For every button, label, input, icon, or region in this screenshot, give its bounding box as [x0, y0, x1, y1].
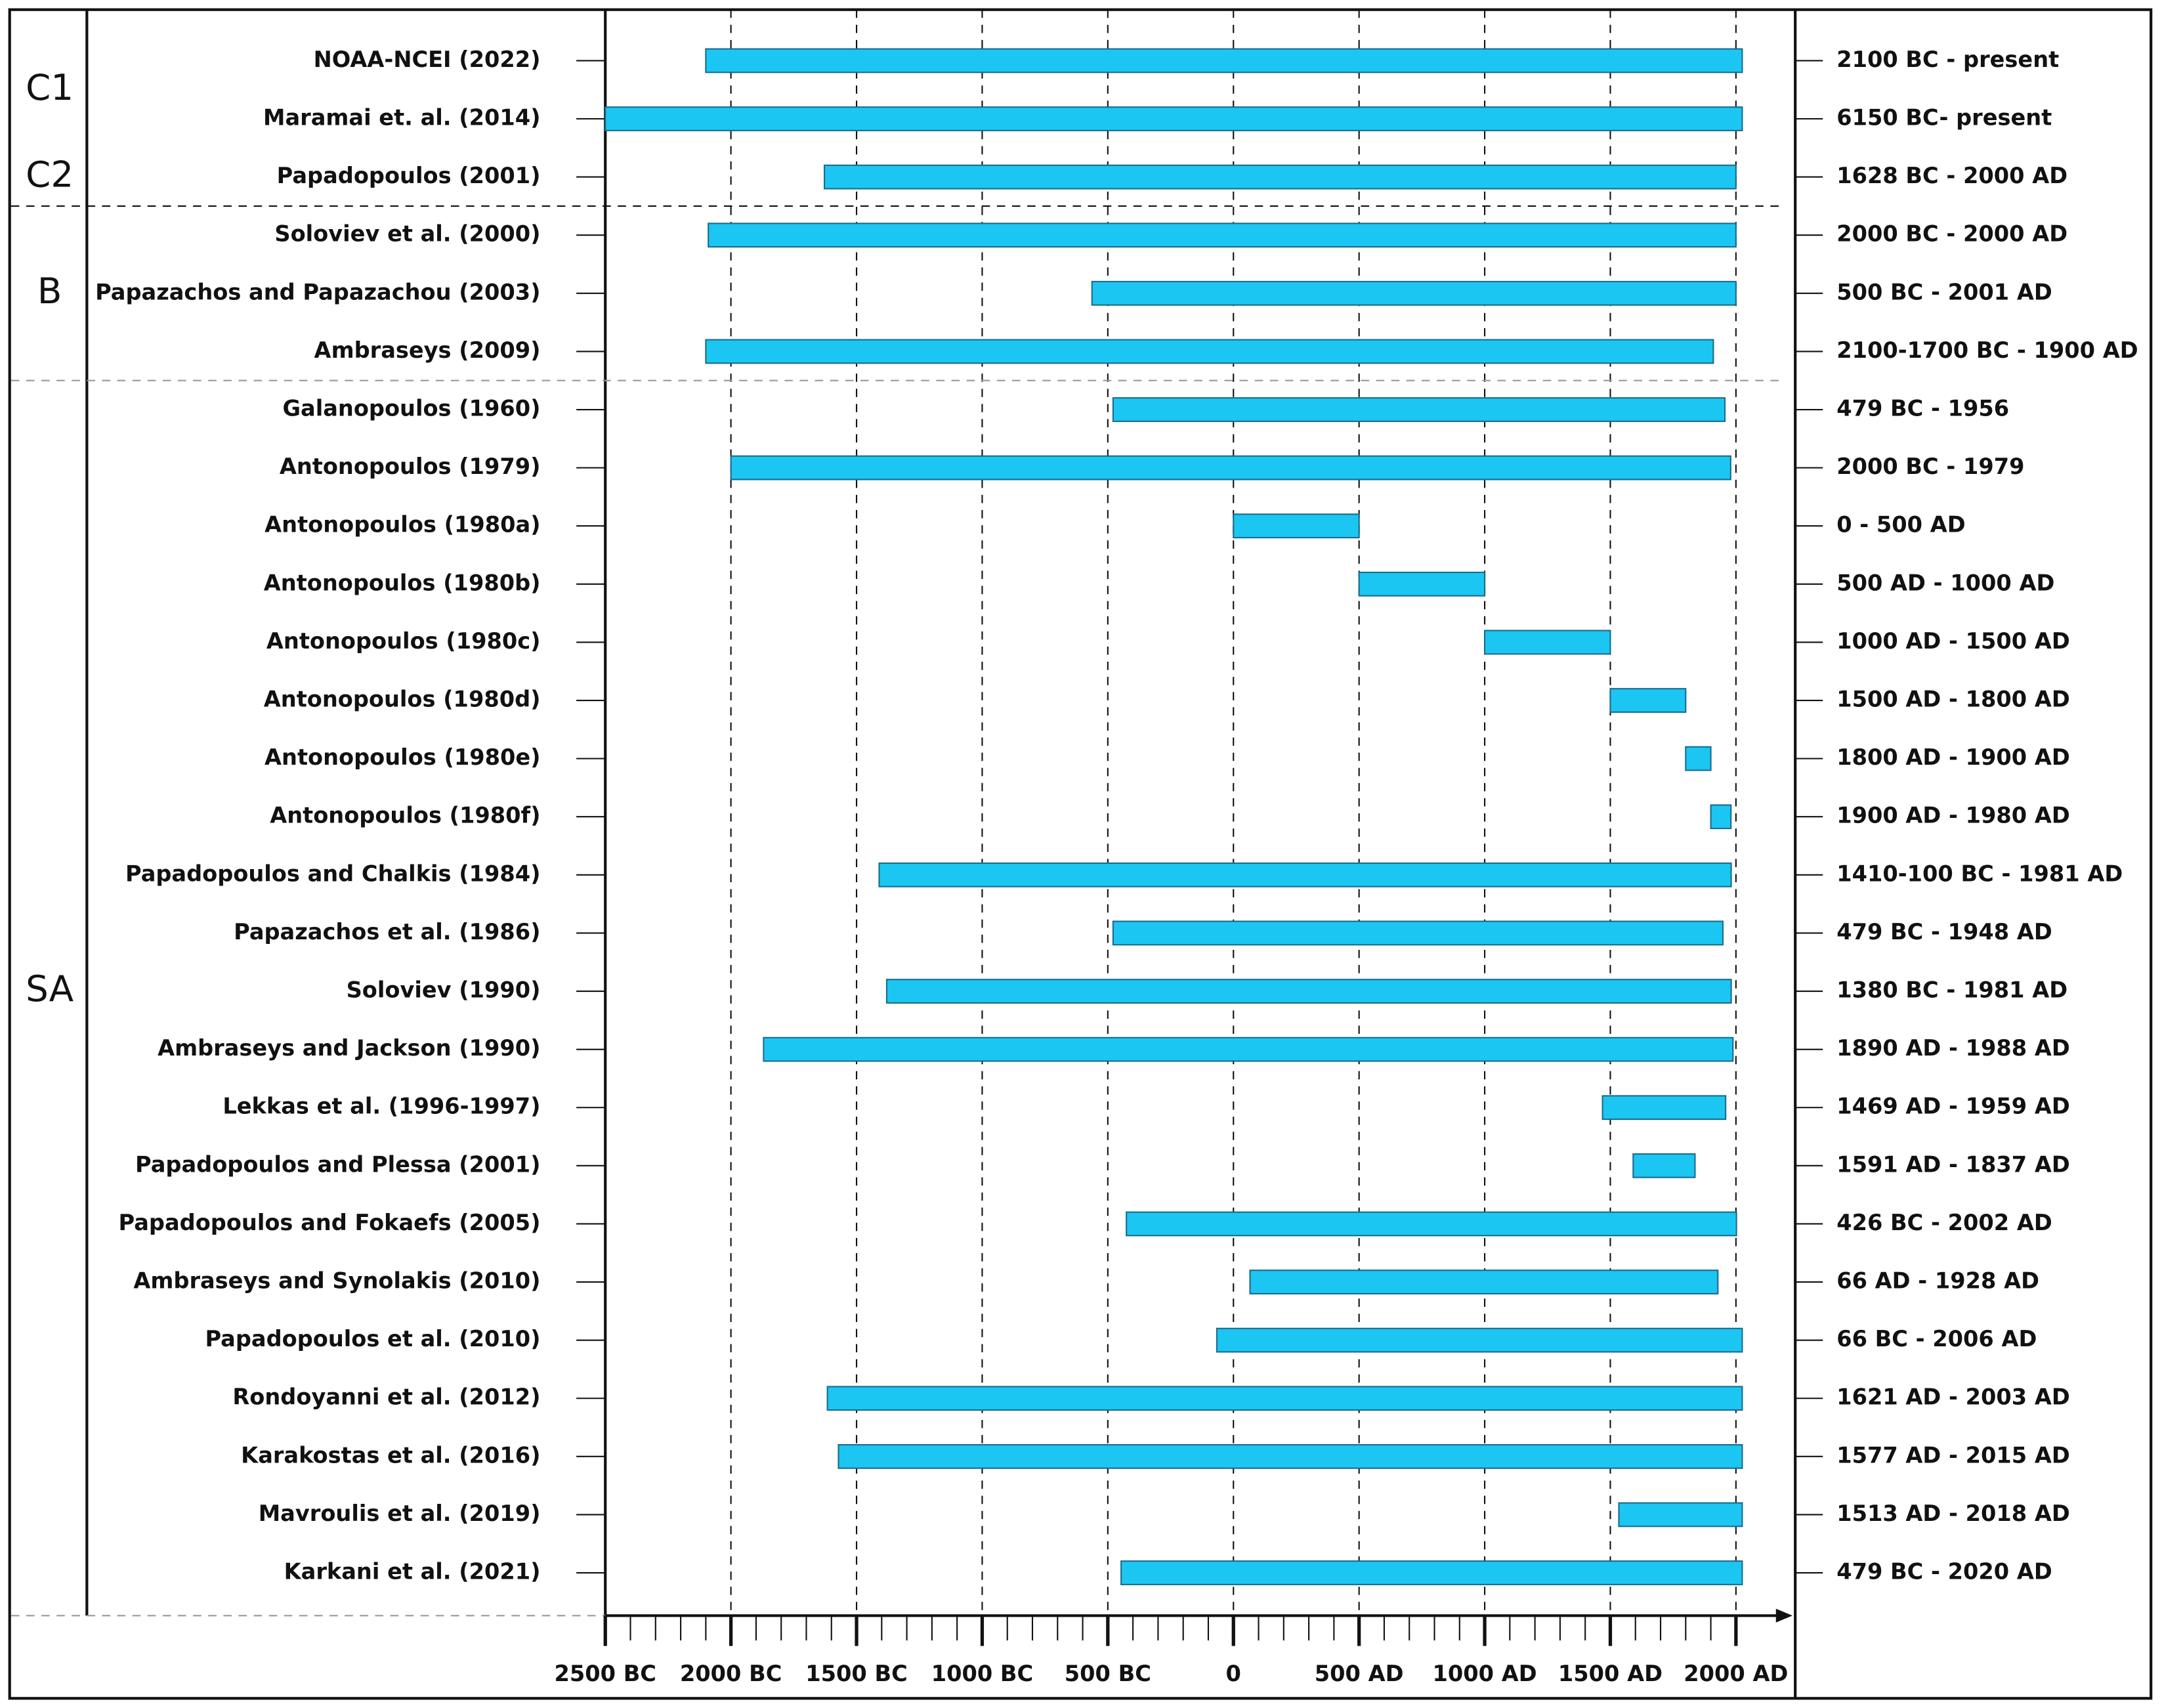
range-label: 66 BC - 2006 AD — [1836, 1326, 2037, 1352]
bar — [1112, 920, 1724, 946]
range-label: 2000 BC - 2000 AD — [1836, 221, 2067, 247]
bar — [1120, 1560, 1743, 1585]
bar — [730, 455, 1731, 480]
bar — [823, 164, 1737, 190]
bar — [1601, 1095, 1727, 1121]
row-label: Ambraseys and Synolakis (2010) — [133, 1268, 540, 1294]
x-tick-label: 500 BC — [1065, 1661, 1151, 1686]
range-label: 2000 BC - 1979 — [1836, 454, 2024, 479]
row-label: Papazachos et al. (1986) — [234, 919, 540, 945]
row-label: Antonopoulos (1980d) — [264, 687, 541, 712]
range-label: 1410-100 BC - 1981 AD — [1836, 861, 2123, 886]
row-label: Ambraseys and Jackson (1990) — [158, 1035, 540, 1061]
bar — [763, 1036, 1734, 1062]
row-label: Rondoyanni et al. (2012) — [232, 1384, 540, 1410]
row-label: Papadopoulos (2001) — [277, 163, 541, 188]
frame — [8, 8, 2153, 1700]
bar — [1233, 513, 1360, 539]
group-label: B — [37, 270, 62, 312]
row-label: Antonopoulos (1980a) — [265, 512, 540, 538]
row-label: Antonopoulos (1979) — [280, 454, 541, 479]
bar — [826, 1386, 1743, 1411]
x-tick-label: 1000 AD — [1432, 1661, 1537, 1686]
bar — [705, 48, 1743, 74]
x-tick-label: 2000 BC — [680, 1661, 782, 1686]
bar — [1249, 1270, 1719, 1294]
x-tick-label: 1500 BC — [805, 1661, 907, 1686]
range-label: 1500 AD - 1800 AD — [1836, 687, 2070, 712]
bar — [1710, 804, 1732, 830]
range-label: 479 BC - 1956 — [1836, 396, 2009, 421]
bar — [1358, 571, 1486, 597]
bar — [1091, 280, 1737, 306]
row-label: Papadopoulos and Fokaefs (2005) — [119, 1210, 541, 1235]
range-label: 500 BC - 2001 AD — [1836, 279, 2052, 305]
x-tick-label: 2000 AD — [1684, 1661, 1788, 1686]
row-label: Karkani et al. (2021) — [284, 1559, 541, 1585]
range-label: 1513 AD - 2018 AD — [1836, 1501, 2070, 1526]
x-tick-label: 0 — [1226, 1661, 1241, 1686]
bar — [1484, 630, 1611, 655]
range-label: 479 BC - 1948 AD — [1836, 919, 2052, 945]
range-label: 1591 AD - 1837 AD — [1836, 1151, 2070, 1177]
bar — [1685, 746, 1712, 771]
bar — [1609, 688, 1687, 713]
x-tick-label: 2500 BC — [554, 1661, 656, 1686]
range-label: 1621 AD - 2003 AD — [1836, 1384, 2070, 1410]
row-label: Lekkas et al. (1996-1997) — [223, 1094, 540, 1119]
row-label: Soloviev (1990) — [347, 977, 541, 1003]
bar — [705, 339, 1714, 364]
row-label: Antonopoulos (1980e) — [265, 744, 540, 770]
row-label: Maramai et. al. (2014) — [263, 105, 540, 131]
range-label: 500 AD - 1000 AD — [1836, 570, 2054, 595]
bar — [885, 979, 1732, 1004]
range-label: 1469 AD - 1959 AD — [1836, 1094, 2070, 1119]
row-label: Galanopoulos (1960) — [282, 396, 540, 421]
range-label: 479 BC - 2020 AD — [1836, 1559, 2052, 1585]
bar — [604, 106, 1743, 131]
row-label: Papadopoulos et al. (2010) — [205, 1326, 540, 1352]
row-label: Karakostas et al. (2016) — [241, 1442, 540, 1468]
row-label: Papadopoulos and Chalkis (1984) — [125, 861, 541, 886]
x-tick-label: 1500 AD — [1558, 1661, 1663, 1686]
range-label: 1800 AD - 1900 AD — [1836, 744, 2070, 770]
range-label: 1628 BC - 2000 AD — [1836, 163, 2067, 188]
row-label: Ambraseys (2009) — [314, 337, 541, 363]
bar — [1112, 397, 1726, 422]
bar — [1126, 1211, 1737, 1237]
range-label: 0 - 500 AD — [1836, 512, 1965, 538]
group-label: C2 — [26, 154, 74, 196]
row-label: Antonopoulos (1980f) — [270, 803, 540, 828]
range-label: 1577 AD - 2015 AD — [1836, 1442, 2070, 1468]
x-tick-label: 500 AD — [1315, 1661, 1404, 1686]
axis-arrow — [1775, 1608, 1792, 1623]
row-label: NOAA-NCEI (2022) — [314, 47, 541, 72]
x-tick-label: 1000 BC — [931, 1661, 1033, 1686]
row-label: Antonopoulos (1980b) — [264, 570, 541, 595]
row-label: Soloviev et al. (2000) — [274, 221, 540, 247]
row-label: Antonopoulos (1980c) — [266, 628, 541, 654]
row-label: Mavroulis et al. (2019) — [259, 1501, 541, 1526]
range-label: 2100-1700 BC - 1900 AD — [1836, 337, 2138, 363]
bar — [1632, 1153, 1696, 1178]
range-label: 2100 BC - present — [1836, 47, 2059, 72]
range-label: 1900 AD - 1980 AD — [1836, 803, 2070, 828]
range-label: 426 BC - 2002 AD — [1836, 1210, 2052, 1235]
range-label: 1000 AD - 1500 AD — [1836, 628, 2070, 654]
bar — [837, 1443, 1743, 1469]
group-label: C1 — [26, 66, 74, 108]
row-label: Papadopoulos and Plessa (2001) — [135, 1151, 540, 1177]
range-label: 1890 AD - 1988 AD — [1836, 1035, 2070, 1061]
bar — [1216, 1327, 1743, 1353]
range-label: 66 AD - 1928 AD — [1836, 1268, 2039, 1294]
row-label: Papazachos and Papazachou (2003) — [95, 279, 540, 305]
bar — [878, 862, 1732, 887]
bar — [1618, 1502, 1743, 1527]
range-label: 1380 BC - 1981 AD — [1836, 977, 2067, 1003]
group-label: SA — [26, 968, 74, 1010]
bar — [708, 223, 1737, 248]
range-label: 6150 BC- present — [1836, 105, 2052, 131]
